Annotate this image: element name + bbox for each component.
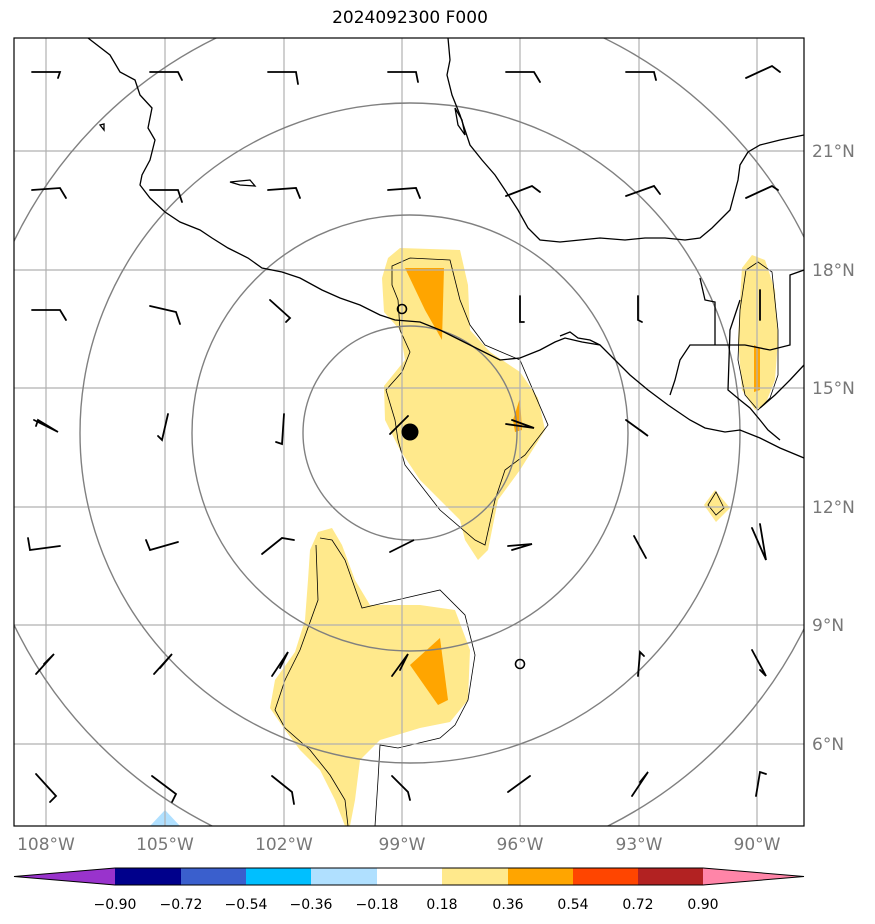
colorbar-segment xyxy=(246,868,311,885)
island-2 xyxy=(98,123,105,132)
pacific-coast xyxy=(87,38,804,459)
shaded-field-strong xyxy=(405,268,760,705)
colorbar-tick: 0.90 xyxy=(687,897,718,913)
colorbar xyxy=(13,867,805,886)
colorbar-tick: −0.18 xyxy=(356,897,399,913)
shaded-field xyxy=(270,248,778,826)
colorbar-segment xyxy=(638,868,703,885)
colorbar-ticks: −0.90 −0.72 −0.54 −0.36 −0.18 0.18 0.36 … xyxy=(94,897,719,913)
longitude-labels: 108°W 105°W 102°W 99°W 96°W 93°W 90°W xyxy=(17,835,781,855)
lat-label: 18°N xyxy=(812,261,855,281)
colorbar-segment xyxy=(573,868,638,885)
lon-label: 105°W xyxy=(136,835,194,855)
colorbar-segment xyxy=(442,868,508,885)
map-title: 2024092300 F000 xyxy=(332,8,488,28)
colorbar-outline xyxy=(13,867,805,886)
field-area-east xyxy=(738,255,778,410)
border-east-2 xyxy=(699,277,716,345)
lat-label: 6°N xyxy=(812,735,844,755)
field-area-north xyxy=(382,248,545,560)
colorbar-tick: −0.72 xyxy=(160,897,203,913)
lon-label: 90°W xyxy=(734,835,781,855)
coast-blip xyxy=(559,331,601,346)
colorbar-segment xyxy=(311,868,377,885)
colorbar-tick: −0.90 xyxy=(94,897,137,913)
colorbar-tick: 0.36 xyxy=(492,897,523,913)
coastlines xyxy=(87,38,804,459)
colorbar-segment xyxy=(115,868,181,885)
latitude-labels: 21°N 18°N 15°N 12°N 9°N 6°N xyxy=(812,142,855,755)
range-rings xyxy=(14,38,804,826)
colorbar-segment xyxy=(703,868,804,885)
guatemala-border xyxy=(727,299,781,441)
colorbar-tick: −0.54 xyxy=(225,897,268,913)
field-area-small xyxy=(704,490,730,522)
lon-label: 108°W xyxy=(17,835,75,855)
storm-center-marker xyxy=(401,423,419,441)
colorbar-tick: 0.54 xyxy=(557,897,588,913)
island-1 xyxy=(229,179,257,187)
core-north xyxy=(405,268,444,340)
yucatan-border xyxy=(669,269,804,396)
calm-marker xyxy=(514,658,526,670)
gulf-coast xyxy=(446,38,804,243)
calm-marker xyxy=(396,303,408,315)
colorbar-segment xyxy=(14,868,115,885)
lat-label: 12°N xyxy=(812,498,855,518)
field-area-south xyxy=(270,528,470,826)
lat-label: 9°N xyxy=(812,616,844,636)
map-frame xyxy=(13,37,805,827)
colorbar-segment xyxy=(508,868,573,885)
colorbar-segment xyxy=(377,868,442,885)
lon-label: 99°W xyxy=(379,835,426,855)
lon-label: 93°W xyxy=(616,835,663,855)
lat-label: 15°N xyxy=(812,379,855,399)
border-east xyxy=(759,364,804,409)
colorbar-segment xyxy=(181,868,246,885)
map-panel xyxy=(14,38,804,826)
lon-label: 102°W xyxy=(255,835,313,855)
colorbar-tick: 0.18 xyxy=(426,897,457,913)
lon-label: 96°W xyxy=(497,835,544,855)
wind-barbs xyxy=(27,64,781,805)
colorbar-tick: −0.36 xyxy=(290,897,333,913)
gulf-coast-2 xyxy=(454,107,466,136)
lat-label: 21°N xyxy=(812,142,855,162)
colorbar-tick: 0.72 xyxy=(622,897,653,913)
core-south xyxy=(410,638,448,705)
